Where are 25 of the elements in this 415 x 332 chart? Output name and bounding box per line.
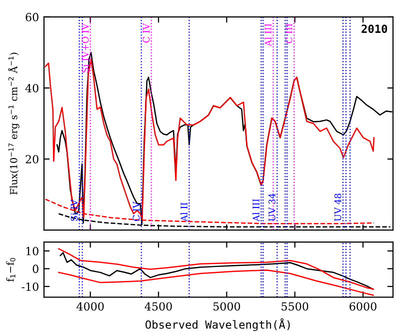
x-tick-label: 5500 [282,302,308,311]
annotation: 2010 [362,24,388,33]
ref-line-label: Si IV [70,199,78,221]
ref-line-label: Al III [252,199,260,222]
x-tick-label: 5000 [213,302,240,311]
ref-line-label: Al III [264,24,272,46]
y-tick-label: 20 [26,155,38,164]
ref-line-label: UV 48 [334,194,342,222]
y-tick-label: -10 [22,282,38,291]
y-tick-label: 0 [32,264,38,274]
ref-line-label: Si IV+O IV [82,23,89,73]
y-tick-label: 10 [26,246,38,256]
text: Flux(10$^{−17}$ erg s$^{−1}$ cm$^{−2}$ Å$^{−1}$) [8,52,20,195]
ref-line-label: C IV [142,23,150,43]
y-tick-label: 40 [25,84,38,92]
x-axis-title: Observed Wavelength(Å) [146,318,290,332]
y-axis-title: f$_{1}$−f$_{0}$ [6,258,16,282]
x-tick-label: 6000 [350,302,376,311]
x-tick-label: 4500 [144,302,172,311]
ref-line-label: Al II [180,202,188,222]
x-tick-label: 4000 [76,302,104,311]
ref-line-label: UV 34 [268,194,276,222]
y-tick-label: 60 [26,12,38,22]
ref-line-label: C IV [132,202,140,222]
ref-line-label: C III [285,24,292,44]
